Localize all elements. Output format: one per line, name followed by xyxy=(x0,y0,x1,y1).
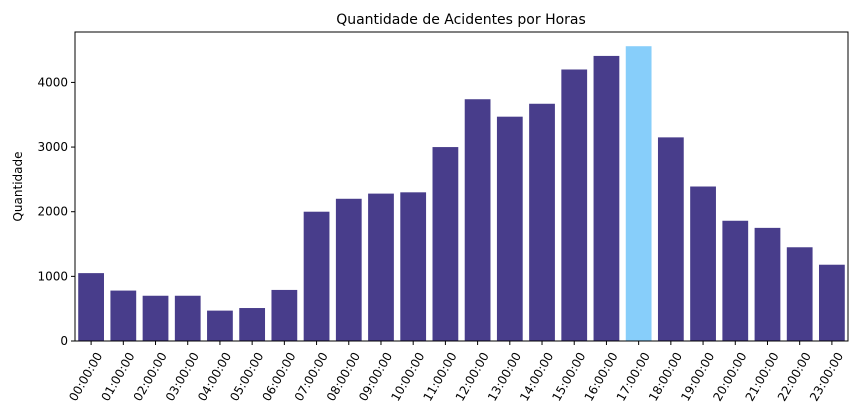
bar-02-00-00 xyxy=(142,295,169,341)
bar-12-00-00 xyxy=(464,99,491,341)
bar-18-00-00 xyxy=(657,137,684,341)
y-axis-label: Quantidade xyxy=(11,151,25,221)
y-tick-label: 1000 xyxy=(37,269,68,283)
y-axis-ticks: 0 1000 2000 3000 4000 xyxy=(37,75,75,348)
y-tick-label: 0 xyxy=(60,334,68,348)
bar-11-00-00 xyxy=(432,147,459,341)
bar-19-00-00 xyxy=(690,186,716,341)
bar-10-00-00 xyxy=(400,192,427,341)
bar-00-00-00 xyxy=(78,273,104,341)
bar-14-00-00 xyxy=(529,103,555,341)
bar-06-00-00 xyxy=(271,289,298,341)
bar-23-00-00 xyxy=(819,264,845,341)
chart-title: Quantidade de Acidentes por Horas xyxy=(336,12,586,28)
bar-05-00-00 xyxy=(239,308,266,341)
bar-16-00-00 xyxy=(593,55,620,342)
bar-21-00-00 xyxy=(754,227,781,341)
bar-07-00-00 xyxy=(303,211,330,341)
bars-group xyxy=(78,46,845,342)
bar-08-00-00 xyxy=(335,198,362,341)
bar-03-00-00 xyxy=(174,295,201,341)
y-tick-label: 4000 xyxy=(37,75,68,89)
bar-13-00-00 xyxy=(496,116,523,342)
x-axis-ticks: 00:00:0001:00:0002:00:0003:00:0004:00:00… xyxy=(66,341,846,404)
y-tick-label: 3000 xyxy=(37,140,68,154)
bar-04-00-00 xyxy=(207,310,233,341)
plot-frame xyxy=(74,31,849,342)
bar-01-00-00 xyxy=(110,290,137,341)
y-tick-label: 2000 xyxy=(37,205,68,219)
bar-15-00-00 xyxy=(561,69,588,342)
bar-09-00-00 xyxy=(368,193,394,341)
bar-17-00-00 xyxy=(625,46,652,341)
bar-20-00-00 xyxy=(722,220,749,341)
bar-22-00-00 xyxy=(786,247,813,341)
